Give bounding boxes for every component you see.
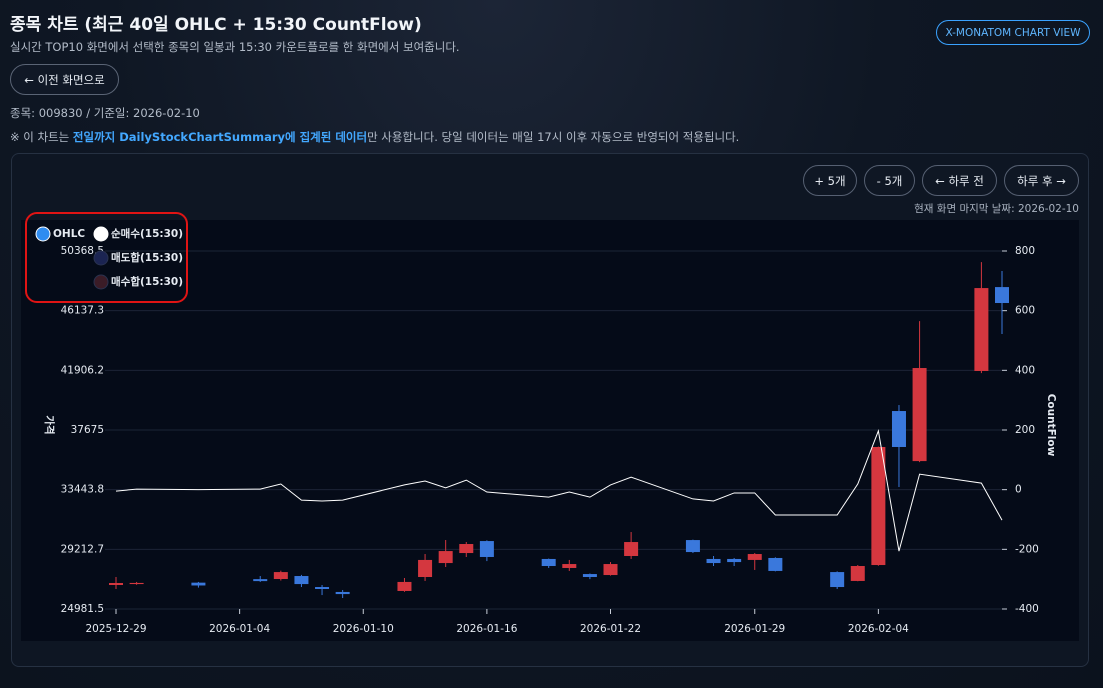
y-tick-label: 24981.5 xyxy=(61,603,104,615)
candle-body xyxy=(603,564,618,576)
candle-body xyxy=(871,446,886,566)
y-tick-label: 50368.5 xyxy=(61,245,104,257)
candle-body xyxy=(418,559,433,578)
candle-body xyxy=(253,579,268,582)
y-tick-label: 41906.2 xyxy=(61,364,104,376)
count-flow-line xyxy=(115,429,1003,552)
x-tick-label: 2026-01-10 xyxy=(333,623,394,635)
candle-body xyxy=(294,576,309,585)
x-tick-label: 2026-02-04 xyxy=(848,623,909,635)
x-tick-label: 2026-01-22 xyxy=(580,623,641,635)
candle-body xyxy=(109,583,123,586)
legend-marker[interactable] xyxy=(35,226,51,242)
candle-body xyxy=(706,558,721,564)
y2-tick-label: 600 xyxy=(1015,305,1035,317)
page-subtitle: 실시간 TOP10 화면에서 선택한 종목의 일봉과 15:30 카운트플로를 … xyxy=(10,40,460,54)
candle-body xyxy=(582,574,597,578)
candle-body xyxy=(459,544,474,554)
chart: 가격 CountFlow 24981.5 29212.7 33443.8 37675 4… xyxy=(21,220,1079,641)
chart-view-button[interactable]: X-MONATOM CHART VIEW xyxy=(936,20,1090,45)
x-tick-label: 2026-01-29 xyxy=(724,623,785,635)
page-title: 종목 차트 (최근 40일 OHLC + 15:30 CountFlow) xyxy=(10,15,422,35)
candle-body xyxy=(727,558,742,563)
candle-body xyxy=(850,566,865,581)
legend-marker[interactable] xyxy=(93,226,109,242)
legend-label[interactable]: 매도합(15:30) xyxy=(111,251,183,264)
candle-body xyxy=(397,581,412,591)
x-tick-label: 2026-01-04 xyxy=(209,623,270,635)
y2-tick-label: -200 xyxy=(1015,543,1039,555)
y-tick-label: 29212.7 xyxy=(61,543,104,555)
next-day-button[interactable]: 하루 후 → xyxy=(1004,165,1079,196)
y2-axis-label: CountFlow xyxy=(1045,394,1057,457)
candle-body xyxy=(438,551,453,564)
candle-body xyxy=(273,572,288,580)
candle-body xyxy=(562,564,577,568)
candle-body xyxy=(912,368,927,462)
candle-body xyxy=(315,587,330,589)
candle-body xyxy=(768,557,783,571)
candle-body xyxy=(974,288,989,371)
candle-body xyxy=(891,411,906,447)
y-tick-label: 37675 xyxy=(71,424,104,436)
y2-tick-label: 800 xyxy=(1015,245,1035,257)
y2-tick-label: 200 xyxy=(1015,424,1035,436)
y2-tick-label: 0 xyxy=(1015,484,1022,496)
last-date: 현재 화면 마지막 날짜: 2026-02-10 xyxy=(914,203,1079,215)
notice-highlight: 전일까지 DailyStockChartSummary에 집계된 데이터 xyxy=(72,130,368,144)
x-tick-label: 2025-12-29 xyxy=(85,623,146,635)
legend-label[interactable]: OHLC xyxy=(53,228,85,240)
legend-marker[interactable] xyxy=(93,250,109,266)
y-axis-label: 가격 xyxy=(43,415,56,434)
candle-body xyxy=(191,582,206,586)
y-tick-label: 46137.3 xyxy=(61,305,104,317)
candle-body xyxy=(830,572,845,588)
candle-body xyxy=(541,558,556,567)
y2-tick-label: -400 xyxy=(1015,603,1039,615)
legend-label[interactable]: 순매수(15:30) xyxy=(111,227,183,240)
notice-text: 만 사용합니다. 당일 데이터는 매일 17시 이후 자동으로 반영되어 적용됩… xyxy=(367,130,740,144)
back-button[interactable]: ← 이전 화면으로 xyxy=(10,64,119,95)
y2-tick-label: 400 xyxy=(1015,364,1035,376)
legend-marker[interactable] xyxy=(93,274,109,290)
legend-label[interactable]: 매수합(15:30) xyxy=(111,275,183,288)
candle-body xyxy=(995,287,1009,304)
highlight-box xyxy=(25,212,188,303)
stock-info: 종목: 009830 / 기준일: 2026-02-10 xyxy=(10,106,200,120)
candle-body xyxy=(479,541,494,557)
notice-text: ※ 이 차트는 xyxy=(10,130,73,144)
candle-body xyxy=(747,554,762,560)
notice: ※ 이 차트는 전일까지 DailyStockChartSummary에 집계된… xyxy=(10,129,739,145)
x-tick-label: 2026-01-16 xyxy=(456,623,517,635)
candle-body xyxy=(335,591,350,595)
prev-day-button[interactable]: ← 하루 전 xyxy=(922,165,997,196)
plus-button[interactable]: + 5개 xyxy=(803,165,857,196)
candle-body xyxy=(685,540,700,553)
minus-button[interactable]: - 5개 xyxy=(864,165,915,196)
candle-body xyxy=(624,542,639,556)
candle-body xyxy=(129,582,144,585)
y-tick-label: 33443.8 xyxy=(61,484,104,496)
